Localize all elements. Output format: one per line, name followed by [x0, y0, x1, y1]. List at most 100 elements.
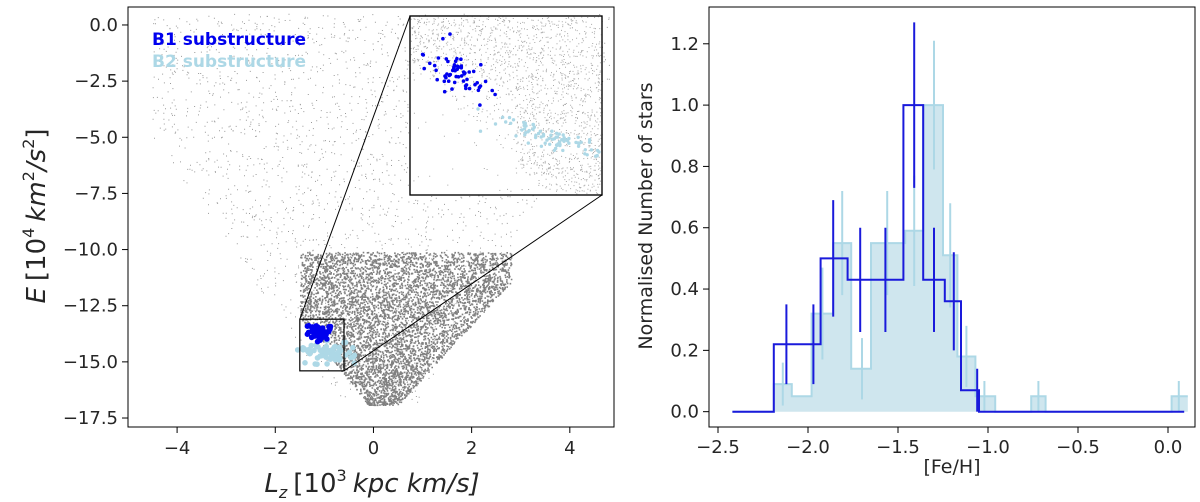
- inset-b2-point: [501, 115, 505, 120]
- right-xtick-label: −0.5: [1056, 437, 1100, 458]
- left-xtick-label: −2: [262, 438, 289, 459]
- cluster-point: [311, 347, 317, 354]
- zoom-connector-bottom: [343, 194, 603, 372]
- inset-b2-point: [548, 142, 552, 146]
- inset-b2-point: [522, 120, 526, 125]
- inset-b1-point: [450, 87, 454, 91]
- inset-b2-point: [576, 144, 581, 148]
- right-ytick-label: 0.8: [670, 156, 699, 177]
- cluster-point: [327, 356, 334, 363]
- right-ytick-label: 1.0: [670, 95, 699, 116]
- left-ytick-label: −10.0: [63, 240, 118, 261]
- inset-b1-point: [461, 79, 466, 83]
- inset-b1-point: [443, 74, 447, 78]
- cluster-point: [319, 328, 325, 334]
- cluster-point: [294, 347, 301, 353]
- inset-b2-point: [552, 148, 557, 152]
- cluster-point: [314, 361, 320, 368]
- inset-b1-point: [490, 88, 495, 93]
- right-xlabel: [Fe/H]: [923, 456, 980, 478]
- cluster-point: [330, 348, 336, 354]
- cluster-point: [346, 349, 353, 356]
- inset-b2-point: [547, 136, 551, 141]
- cluster-point: [302, 360, 308, 366]
- inset-b2-point: [514, 134, 518, 138]
- right-ylabel: Normalised Number of stars: [635, 82, 657, 349]
- left-ylabel: E[104km2/s2]: [19, 128, 52, 303]
- inset-b2-point: [523, 133, 527, 137]
- cluster-point: [336, 344, 343, 351]
- cluster-point: [309, 324, 315, 330]
- inset-b2-point: [549, 133, 553, 137]
- inset-b2-point: [539, 135, 543, 139]
- inset-b1-point: [448, 32, 452, 36]
- inset-b1-point: [442, 89, 447, 94]
- inset-b2-point: [507, 115, 512, 120]
- inset-b2-point: [531, 127, 535, 131]
- inset-b1-point: [462, 72, 467, 76]
- dense-core: [299, 251, 513, 407]
- inset-b2-point: [541, 132, 546, 137]
- inset-b2-point: [585, 153, 589, 157]
- inset-b2-point: [539, 144, 544, 148]
- right-axis-ticks: −2.5 −2.0 −1.5 −1.0 −0.5 0.0 0.0 0.2 0.4 0.6 0.8 1.…: [670, 34, 1182, 458]
- inset-b2-point: [587, 140, 592, 144]
- left-ytick-label: −7.5: [74, 183, 118, 204]
- cluster-point: [307, 350, 313, 357]
- inset-b2-point: [543, 141, 547, 145]
- cluster-point: [324, 361, 330, 367]
- left-ytick-label: 0.0: [89, 15, 118, 36]
- cluster-point: [327, 323, 334, 330]
- inset-b2-point: [526, 141, 530, 145]
- right-ytick-label: 1.2: [670, 34, 699, 55]
- cluster-point: [304, 331, 311, 338]
- cluster-point: [337, 356, 343, 362]
- inset-b2-point: [554, 131, 559, 135]
- legend-b1-label: B1 substructure: [152, 30, 306, 50]
- right-xtick-label: −1.5: [876, 437, 920, 458]
- inset-b2-point: [589, 148, 594, 152]
- b2-error-bars: [781, 40, 1180, 412]
- inset-halo: [410, 16, 603, 196]
- zoom-box: [299, 318, 345, 372]
- inset-b1-point: [475, 81, 480, 85]
- inset-b2-point: [567, 136, 571, 141]
- inset-b2-point: [478, 129, 483, 133]
- inset-b2-point: [522, 123, 526, 128]
- inset-b1-point: [452, 65, 456, 69]
- left-ytick-label: −5.0: [74, 127, 118, 148]
- inset-b2-point: [587, 138, 592, 142]
- right-ytick-label: 0.4: [670, 279, 699, 300]
- inset-b1-point: [476, 88, 481, 93]
- right-plot-border: [708, 6, 1196, 428]
- inset-b2-point: [560, 138, 564, 142]
- inset-b2-point: [557, 140, 562, 144]
- cluster-point: [308, 342, 315, 349]
- inset-b2-point: [509, 121, 513, 126]
- inset-b2-point: [595, 148, 600, 153]
- cluster-point: [312, 333, 319, 339]
- inset-b2-points: [476, 107, 601, 158]
- cluster-point: [325, 328, 332, 335]
- right-xtick-label: −2.5: [696, 437, 740, 458]
- inset-b1-point: [421, 53, 426, 57]
- inset-b2-point: [520, 128, 524, 132]
- cluster-point: [324, 336, 330, 342]
- left-ytick-label: −12.5: [63, 296, 118, 317]
- inset-b1-point: [459, 57, 463, 61]
- inset-b1-point: [465, 77, 469, 82]
- right-ytick-label: 0.2: [670, 340, 699, 361]
- inset-b1-point: [464, 83, 469, 87]
- b1-error-bars: [785, 22, 979, 412]
- inset-b1-point: [442, 79, 447, 84]
- inset-b1-point: [446, 59, 450, 64]
- inset-b2-point: [554, 135, 558, 139]
- left-xtick-label: 4: [564, 438, 575, 459]
- inset-b1-point: [477, 85, 482, 90]
- inset-b1-point: [483, 79, 488, 84]
- cluster-point: [323, 354, 329, 361]
- cluster-point: [300, 345, 306, 351]
- inset-b1-point: [493, 92, 497, 97]
- inset-b1-point: [479, 62, 483, 67]
